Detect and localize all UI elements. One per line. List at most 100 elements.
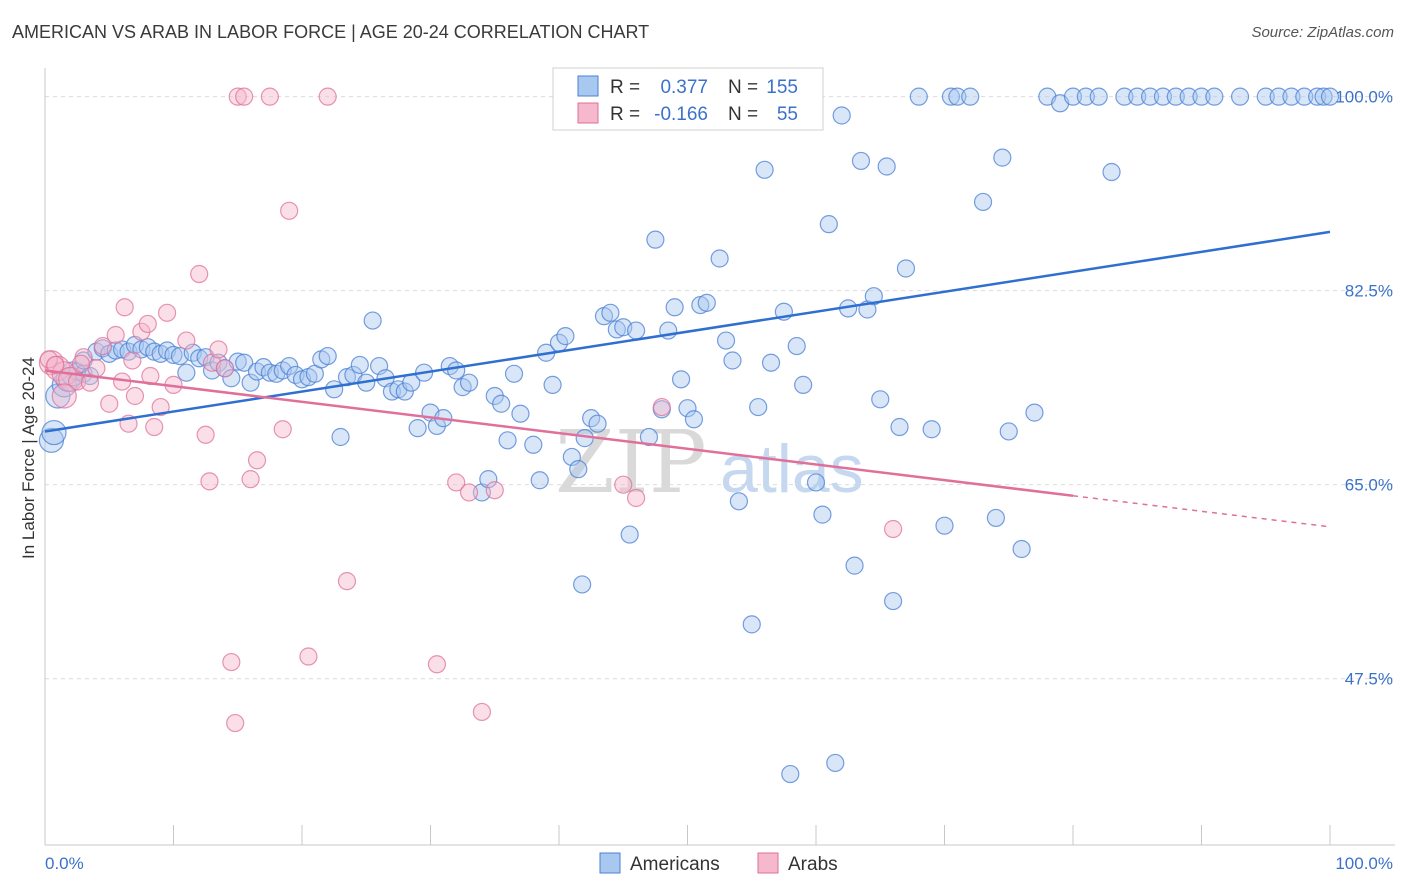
data-point — [177, 331, 196, 350]
legend-swatch — [577, 75, 599, 97]
data-point — [826, 753, 845, 773]
data-point — [1012, 539, 1031, 559]
y-tick-label: 82.5% — [1345, 282, 1393, 301]
data-point — [145, 417, 164, 437]
legend-swatch — [757, 852, 779, 874]
stats-legend: R = 0.377 N = 155 R = -0.166 N = 55 — [552, 67, 824, 131]
data-point — [87, 359, 106, 378]
data-point — [100, 394, 119, 413]
data-point — [794, 375, 813, 394]
data-point — [961, 87, 980, 106]
data-point — [280, 356, 299, 376]
data-point — [935, 516, 954, 535]
data-point — [710, 249, 729, 268]
data-point — [200, 472, 219, 491]
data-point — [749, 397, 768, 417]
data-point — [299, 647, 318, 666]
data-point — [626, 488, 646, 508]
data-point — [1166, 87, 1185, 106]
data-point — [883, 519, 903, 539]
data-point — [226, 713, 245, 733]
data-point — [459, 483, 479, 502]
x-tick-label: 0.0% — [45, 854, 84, 873]
data-point — [241, 470, 260, 489]
data-point — [671, 370, 691, 389]
r-value: 0.377 — [660, 77, 708, 98]
data-point — [665, 298, 684, 317]
data-point — [1076, 87, 1095, 106]
data-point — [813, 505, 832, 524]
data-point — [697, 293, 716, 312]
source-label: Source: ZipAtlas.com — [1251, 24, 1394, 41]
data-point — [787, 336, 806, 356]
data-point — [115, 298, 134, 317]
data-point — [93, 336, 112, 356]
n-value: 55 — [777, 104, 798, 125]
data-point — [196, 425, 215, 444]
data-point — [459, 373, 479, 392]
data-point — [883, 591, 903, 611]
r-label: R = — [610, 104, 640, 125]
y-tick-label: 47.5% — [1345, 670, 1393, 689]
data-point — [556, 327, 575, 346]
data-point — [890, 417, 909, 437]
data-point — [1153, 87, 1173, 106]
data-point — [1256, 87, 1275, 106]
data-point — [498, 431, 517, 450]
data-point — [871, 390, 890, 409]
data-point — [986, 508, 1006, 528]
data-point — [123, 351, 142, 370]
data-point — [71, 354, 91, 373]
data-point — [877, 157, 896, 176]
data-point — [350, 355, 369, 375]
arabs-points — [38, 87, 903, 733]
n-label: N = — [728, 104, 758, 125]
n-label: N = — [728, 77, 758, 98]
data-point — [1314, 87, 1333, 106]
data-point — [832, 106, 851, 125]
n-value: 155 — [766, 77, 798, 98]
data-point — [485, 481, 504, 500]
data-point — [909, 87, 928, 106]
data-point — [106, 325, 125, 345]
data-point — [729, 492, 749, 511]
data-point — [1269, 87, 1288, 106]
data-point — [447, 473, 466, 492]
data-point — [222, 369, 241, 388]
data-point — [68, 372, 87, 391]
americans-points — [38, 87, 1340, 784]
americans-trend-line — [44, 230, 1331, 433]
data-point — [260, 87, 279, 106]
data-point — [235, 353, 254, 372]
data-point — [151, 397, 170, 417]
data-point — [408, 419, 427, 438]
data-point — [864, 287, 883, 306]
data-point — [280, 201, 299, 220]
data-point — [569, 460, 588, 479]
trend-lines — [44, 230, 1331, 528]
data-point — [530, 471, 549, 490]
data-point — [228, 87, 247, 106]
data-point — [781, 764, 800, 784]
data-point — [1230, 87, 1250, 106]
data-point — [1205, 87, 1224, 106]
data-point — [222, 652, 241, 672]
data-point — [247, 451, 267, 470]
arabs-trend-line — [44, 369, 1074, 498]
data-point — [1320, 87, 1340, 106]
data-point — [1089, 87, 1108, 106]
data-point — [41, 419, 67, 446]
data-point — [652, 397, 671, 417]
series-legend: Americans Arabs — [599, 852, 838, 875]
data-point — [125, 386, 145, 406]
data-point — [1192, 87, 1211, 106]
data-point — [896, 259, 916, 278]
data-point — [806, 473, 826, 492]
chart-title: AMERICAN VS ARAB IN LABOR FORCE | AGE 20… — [12, 22, 650, 42]
data-point — [620, 525, 639, 544]
data-point — [742, 615, 761, 634]
data-point — [941, 87, 961, 106]
data-point — [479, 470, 498, 489]
legend-label: Arabs — [788, 854, 838, 875]
